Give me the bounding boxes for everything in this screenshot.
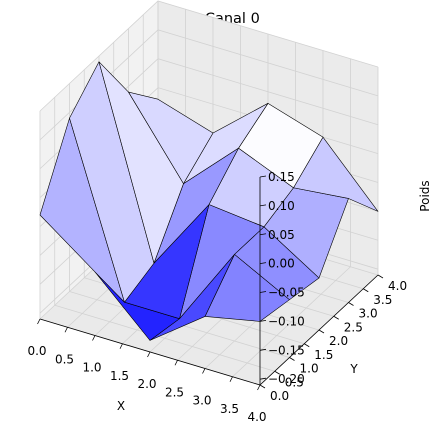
y-tick-label: 2.5 [344, 320, 363, 334]
z-tick [259, 320, 267, 322]
x-tick [92, 335, 96, 341]
x-tick [64, 327, 68, 333]
y-tick [363, 288, 369, 293]
y-tick [348, 302, 354, 306]
y-axis-ticks: 0.00.51.01.52.02.53.03.54.0 [259, 274, 407, 403]
x-tick-label: 1.5 [110, 369, 129, 383]
z-tick [259, 204, 267, 207]
z-tick [259, 262, 267, 265]
y-tick-label: 0.5 [285, 375, 304, 389]
y-tick-label: 2.0 [329, 334, 348, 348]
z-tick-label: 0.15 [268, 170, 295, 184]
y-tick [274, 370, 280, 375]
x-tick-label: 1.0 [82, 361, 101, 375]
z-tick-label: −0.20 [268, 372, 305, 386]
z-tick-label: −0.15 [268, 343, 305, 357]
z-tick [259, 175, 267, 178]
y-tick [318, 329, 325, 334]
y-tick [377, 274, 384, 279]
y-tick-label: 1.5 [314, 348, 333, 362]
x-tick [174, 360, 178, 366]
y-tick-label: 0.0 [270, 389, 289, 403]
x-tick-label: 4.0 [247, 410, 266, 424]
x-tick [202, 368, 206, 374]
y-tick [289, 357, 295, 361]
x-tick-label: 3.0 [192, 394, 211, 408]
x-tick-label: 2.0 [137, 377, 156, 391]
y-tick-label: 3.5 [373, 293, 392, 307]
z-axis-label: Poids [418, 180, 430, 211]
x-tick [147, 351, 151, 358]
z-tick [259, 377, 267, 380]
z-tick-label: 0.00 [268, 257, 295, 271]
x-tick-label: 3.5 [220, 402, 239, 416]
y-axis-label: Y [349, 362, 358, 376]
z-axis-ticks: 0.15 0.10 0.05 0.00 −0.05 −0.10 −0.15 −0.20 [259, 170, 305, 386]
z-tick-label: 0.05 [268, 228, 295, 242]
y-tick-label: 3.0 [359, 307, 378, 321]
x-tick [119, 343, 123, 349]
y-tick-label: 4.0 [388, 279, 407, 293]
surface-mesh [39, 61, 379, 341]
x-tick [229, 376, 233, 382]
z-tick-label: 0.10 [268, 199, 295, 213]
surface-face [128, 91, 214, 184]
y-tick-label: 1.0 [300, 362, 319, 376]
x-axis-ticks: 0.0 0.5 1.0 1.5 2.0 2.5 3.0 3.5 4.0 [27, 318, 267, 424]
x-tick-label: 0.0 [27, 344, 46, 358]
x-tick-label: 0.5 [55, 352, 74, 366]
x-tick-label: 2.5 [165, 385, 184, 399]
x-axis-label: X [117, 399, 125, 413]
z-gridline [39, 0, 379, 112]
z-tick [259, 348, 267, 351]
z-tick [259, 291, 267, 293]
x-tick [37, 318, 41, 325]
y-tick [333, 315, 339, 320]
y-tick [259, 384, 266, 389]
y-tick [304, 343, 310, 348]
z-tick [259, 233, 267, 236]
z-tick-label: −0.05 [268, 286, 305, 300]
x-tick [257, 384, 261, 391]
z-tick-label: −0.10 [268, 314, 305, 328]
